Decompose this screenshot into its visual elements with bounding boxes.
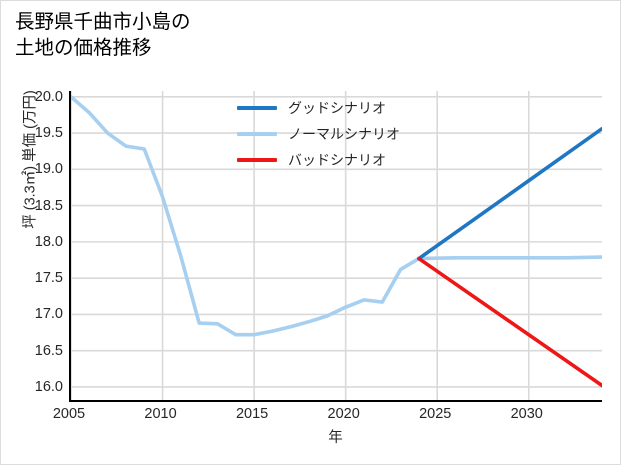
legend-swatch-icon: [237, 132, 277, 136]
legend-item-label: グッドシナリオ: [288, 100, 386, 116]
y-tick-label: 20.0: [34, 88, 63, 105]
chart-title: 長野県千曲市小島の 土地の価格推移: [15, 11, 191, 60]
x-axis-label: 年: [328, 430, 343, 446]
legend-item[interactable]: グッドシナリオ: [237, 95, 447, 121]
legend-item[interactable]: ノーマルシナリオ: [237, 121, 447, 147]
legend-swatch-icon: [237, 106, 277, 110]
y-tick-label: 17.0: [34, 306, 63, 323]
y-tick-label: 16.5: [34, 342, 63, 359]
series-line-normal: [71, 95, 602, 337]
gridlines: [71, 91, 602, 400]
series-line-bad: [417, 256, 602, 388]
series-line-good: [417, 126, 602, 261]
y-tick-label: 18.0: [34, 233, 63, 250]
y-tick-label: 19.5: [34, 125, 63, 142]
x-tick-label: 2020: [327, 406, 360, 422]
x-tick-label: 2015: [235, 406, 269, 422]
legend-item[interactable]: バッドシナリオ: [237, 147, 447, 173]
y-tick-label: 18.5: [34, 197, 63, 214]
x-tick-label: 2010: [144, 406, 177, 422]
chart-legend: グッドシナリオ ノーマルシナリオ バッドシナリオ: [237, 89, 447, 173]
legend-item-label: バッドシナリオ: [288, 152, 386, 168]
x-tick-label: 2025: [419, 406, 452, 422]
legend-item-label: ノーマルシナリオ: [288, 126, 400, 142]
x-tick-label: 2030: [510, 406, 543, 422]
plot-svg: [71, 91, 602, 400]
plot-area: [69, 91, 602, 402]
x-tick-label: 2005: [52, 406, 86, 422]
y-tick-label: 17.5: [34, 270, 63, 287]
series-lines: [71, 95, 602, 388]
y-tick-label: 19.0: [34, 161, 63, 178]
legend-swatch-icon: [237, 158, 277, 162]
y-tick-label: 16.0: [34, 378, 63, 395]
